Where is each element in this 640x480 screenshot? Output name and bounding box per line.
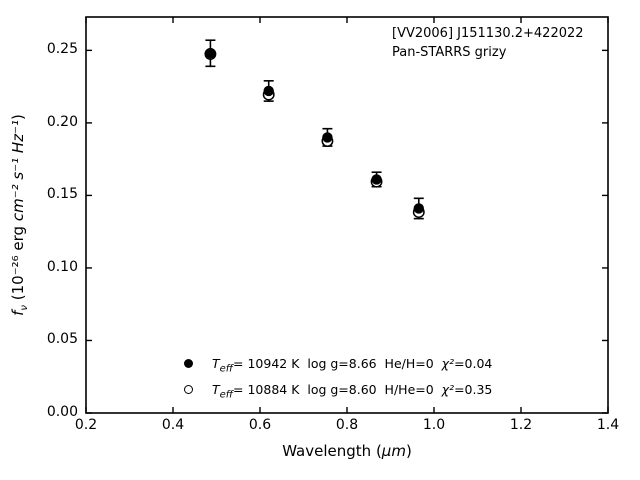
y-tick-label: 0.00 <box>46 404 78 420</box>
x-tick-label: 0.6 <box>248 417 272 433</box>
legend-entry-observed: Teff= 10942 K log g=8.66 He/H=0 χ²=0.04 <box>184 356 493 375</box>
y-tick-label: 0.10 <box>46 258 78 275</box>
data-point-filled <box>413 203 424 214</box>
x-tick-label: 0.8 <box>335 417 359 433</box>
data-point-filled <box>263 85 274 97</box>
filled-circle-marker <box>184 359 193 368</box>
y-tick-label: 0.25 <box>46 41 78 58</box>
y-axis-label: fν (10⁻²⁶ erg cm⁻² s⁻¹ Hz⁻¹) <box>9 114 30 316</box>
source-id-label: [VV2006] J151130.2+422022 <box>392 26 584 41</box>
survey-label: Pan-STARRS grizy <box>392 44 507 60</box>
y-tick-label: 0.05 <box>46 331 78 348</box>
data-point-filled <box>322 132 333 143</box>
x-tick-label: 1.2 <box>509 417 533 433</box>
open-circle-marker <box>184 385 193 394</box>
x-tick-label: 0.4 <box>161 417 185 433</box>
x-tick-label: 0.2 <box>74 417 98 433</box>
legend-entry-model: Teff= 10884 K log g=8.60 H/He=0 χ²=0.35 <box>184 382 493 401</box>
legend-entry-text: Teff= 10884 K log g=8.60 H/He=0 χ²=0.35 <box>212 382 493 401</box>
x-axis-label: Wavelength (μm) <box>282 442 412 460</box>
data-point-filled <box>205 48 216 59</box>
x-tick-label: 1.4 <box>596 417 620 433</box>
data-point-filled <box>371 174 382 185</box>
y-tick-label: 0.20 <box>46 113 78 130</box>
legend-entry-text: Teff= 10942 K log g=8.66 He/H=0 χ²=0.04 <box>212 356 493 375</box>
plot-border <box>85 16 609 414</box>
x-tick-label: 1.0 <box>422 417 446 433</box>
y-tick-label: 0.15 <box>46 186 78 203</box>
source-annotation: [VV2006] J151130.2+422022 Pan-STARRS gri… <box>392 25 584 62</box>
